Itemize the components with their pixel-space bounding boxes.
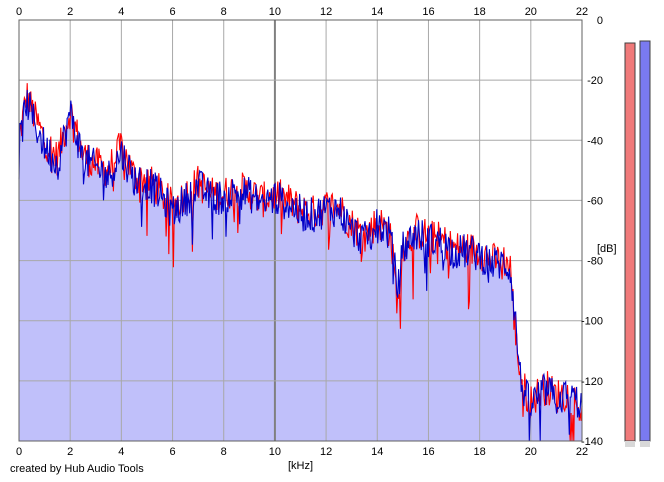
x-tick-label-bottom: 18 [474, 446, 486, 458]
plot-frame [18, 19, 583, 442]
x-tick-label-top: 14 [371, 6, 383, 18]
x-tick-label-top: 6 [169, 6, 175, 18]
x-tick-label-bottom: 0 [16, 446, 22, 458]
level-meter-left [624, 42, 636, 442]
x-tick-label-top: 20 [525, 6, 537, 18]
x-tick-label-top: 16 [422, 6, 434, 18]
level-meter-left-base [625, 441, 635, 447]
level-meter-right [639, 40, 651, 442]
spectrum-line-right-channel [18, 89, 583, 442]
x-tick-label-top: 22 [576, 6, 588, 18]
x-tick-label-top: 12 [320, 6, 332, 18]
spectrum-fill-area [19, 89, 582, 442]
credit-text: created by Hub Audio Tools [10, 463, 144, 475]
x-tick-label-bottom: 6 [169, 446, 175, 458]
x-tick-label-top: 10 [269, 6, 281, 18]
y-tick-label: -40 [587, 135, 603, 147]
x-tick-label-bottom: 12 [320, 446, 332, 458]
y-tick-label: -60 [587, 195, 603, 207]
x-tick-label-bottom: 14 [371, 446, 383, 458]
x-tick-label-bottom: 20 [525, 446, 537, 458]
level-meter-right-base [640, 441, 650, 447]
y-tick-label: -80 [587, 256, 603, 268]
y-tick-label: -20 [587, 75, 603, 87]
x-tick-label-bottom: 10 [269, 446, 281, 458]
x-tick-label-top: 2 [67, 6, 73, 18]
x-tick-label-top: 4 [118, 6, 124, 18]
x-tick-label-top: 8 [221, 6, 227, 18]
x-tick-label-bottom: 22 [576, 446, 588, 458]
x-tick-label-top: 18 [474, 6, 486, 18]
x-tick-label-bottom: 16 [422, 446, 434, 458]
x-tick-label-top: 0 [16, 6, 22, 18]
x-tick-label-bottom: 8 [221, 446, 227, 458]
x-axis-label: [kHz] [288, 460, 313, 472]
x-tick-label-bottom: 2 [67, 446, 73, 458]
y-tick-label: -140 [581, 436, 603, 448]
x-tick-label-bottom: 4 [118, 446, 124, 458]
y-tick-label: -100 [581, 316, 603, 328]
y-tick-label: 0 [597, 15, 603, 27]
y-axis-label: [dB] [597, 243, 617, 255]
y-tick-label: -120 [581, 376, 603, 388]
